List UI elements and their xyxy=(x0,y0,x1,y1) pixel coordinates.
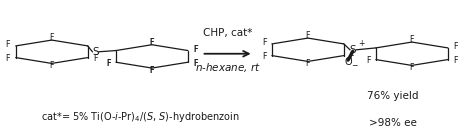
Text: F: F xyxy=(49,33,54,42)
Text: F: F xyxy=(410,63,414,72)
Text: F: F xyxy=(454,56,458,65)
Text: F: F xyxy=(262,52,266,61)
Text: 76% yield: 76% yield xyxy=(367,91,419,101)
Text: S: S xyxy=(92,47,99,57)
Text: F: F xyxy=(193,59,198,68)
Text: F: F xyxy=(106,59,110,68)
Text: CHP, cat*: CHP, cat* xyxy=(203,27,252,38)
Text: F: F xyxy=(262,38,266,47)
Text: F: F xyxy=(150,66,154,75)
Text: F: F xyxy=(150,66,154,75)
Text: F: F xyxy=(193,45,198,54)
Text: F: F xyxy=(150,38,154,47)
Text: F: F xyxy=(454,42,458,51)
Text: F: F xyxy=(150,38,154,47)
Text: F: F xyxy=(106,59,110,68)
Text: F: F xyxy=(6,40,10,49)
Text: F: F xyxy=(193,45,198,54)
Text: F: F xyxy=(366,56,370,65)
Text: F: F xyxy=(410,35,414,44)
Text: F: F xyxy=(306,31,310,40)
Text: F: F xyxy=(349,52,354,61)
Text: +: + xyxy=(358,39,365,48)
Text: S: S xyxy=(349,45,356,55)
Text: >98% ee: >98% ee xyxy=(369,118,417,128)
Text: F: F xyxy=(49,62,54,70)
Text: cat*= 5% Ti(O-$i$-Pr)$_4$/($S$, $S$)-hydrobenzoin: cat*= 5% Ti(O-$i$-Pr)$_4$/($S$, $S$)-hyd… xyxy=(41,110,239,124)
Text: O: O xyxy=(344,57,352,67)
Text: −: − xyxy=(352,61,358,70)
Text: $n$-hexane, rt: $n$-hexane, rt xyxy=(194,60,261,74)
Text: F: F xyxy=(193,59,198,68)
Text: F: F xyxy=(93,54,98,63)
Text: F: F xyxy=(306,59,310,68)
Text: F: F xyxy=(6,54,10,63)
